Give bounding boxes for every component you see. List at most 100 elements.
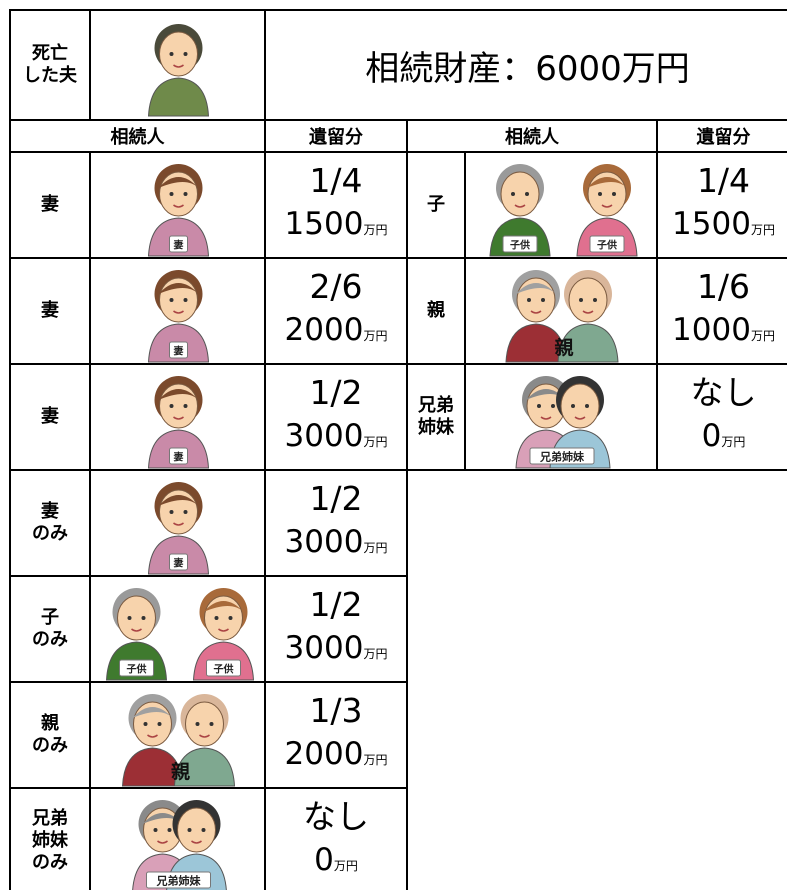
amount-line: 1500万円 xyxy=(285,203,388,251)
share-cell: なし 0万円 xyxy=(656,363,787,471)
bangs xyxy=(587,177,627,188)
share-fraction: 1/4 xyxy=(696,161,751,200)
name-tag-label: 子供 xyxy=(127,663,147,676)
mouth xyxy=(173,416,184,420)
name-tag xyxy=(589,235,625,253)
heir-label: 親 のみ xyxy=(32,713,68,756)
heir-cell: 兄弟 姉妹 xyxy=(406,363,466,471)
face xyxy=(117,595,156,641)
amount: 1500 xyxy=(284,206,364,242)
image-cell: 兄弟姉妹 xyxy=(464,363,658,471)
share-cell: 1/4 1500万円 xyxy=(656,151,787,259)
amount: 2000 xyxy=(284,736,364,772)
name-tag-label: 子供 xyxy=(510,239,530,252)
eye xyxy=(169,510,174,514)
image-cell: 妻 xyxy=(89,363,266,471)
image-cell: 妻 xyxy=(89,469,266,577)
amount-line: 2000万円 xyxy=(285,309,388,357)
eye xyxy=(183,510,188,514)
heir-cell: 親 xyxy=(406,257,466,365)
name-tag-label: 妻 xyxy=(174,239,184,252)
bangs xyxy=(516,283,556,294)
share-fraction: 2/6 xyxy=(309,267,363,306)
illustration: 子供 子供 xyxy=(105,588,255,681)
eye xyxy=(187,828,192,832)
eye xyxy=(183,298,188,302)
column-header-label: 相続人 xyxy=(110,127,165,148)
illustration: 親 xyxy=(121,694,236,787)
unit: 万円 xyxy=(363,753,388,767)
bangs xyxy=(158,283,199,294)
illustration xyxy=(147,24,210,117)
mouth xyxy=(540,416,552,420)
mouth xyxy=(173,522,184,526)
name-tag-label: 兄弟姉妹 xyxy=(156,874,202,888)
face xyxy=(500,171,540,217)
image-cell: 親 xyxy=(464,257,658,365)
name-tag-label: 妻 xyxy=(174,557,184,570)
eye xyxy=(579,298,583,302)
share-cell: 1/4 1500万円 xyxy=(264,151,408,259)
bangs xyxy=(526,389,566,400)
estate-cell: 相続財産：6000万円 xyxy=(264,9,787,121)
mouth xyxy=(173,204,184,208)
name-tag-label: 妻 xyxy=(174,451,184,464)
column-header: 相続人 xyxy=(406,119,658,153)
amount-line: 3000万円 xyxy=(285,415,388,463)
illustration: 妻 xyxy=(147,482,210,575)
amount: 1500 xyxy=(672,206,751,242)
illustration: 兄弟姉妹 xyxy=(515,376,611,469)
eye xyxy=(169,298,174,302)
mouth xyxy=(601,204,613,208)
share-cell: 1/2 3000万円 xyxy=(264,363,408,471)
amount-line: 3000万円 xyxy=(285,627,388,675)
mouth xyxy=(173,310,184,314)
eye xyxy=(537,404,541,408)
illustration: 妻 xyxy=(147,164,210,257)
eye xyxy=(571,404,575,408)
mouth xyxy=(530,310,542,314)
mouth xyxy=(582,310,594,314)
heir-label: 子 xyxy=(427,194,445,215)
amount-line: 1500万円 xyxy=(672,203,775,251)
amount: 3000 xyxy=(284,630,364,666)
share-fraction: 1/2 xyxy=(309,373,363,412)
share-cell: なし 0万円 xyxy=(264,787,408,890)
eye xyxy=(201,828,206,832)
illustration: 妻 xyxy=(147,270,210,363)
unit: 万円 xyxy=(363,647,388,661)
eye xyxy=(228,616,233,620)
bangs xyxy=(158,389,199,400)
share-fraction: 1/6 xyxy=(696,267,751,306)
face xyxy=(568,277,608,323)
amount: 3000 xyxy=(284,524,364,560)
amount-line: 1000万円 xyxy=(672,309,775,357)
bangs xyxy=(203,601,244,612)
name-tag-label: 兄弟姉妹 xyxy=(539,450,585,464)
eye xyxy=(183,404,188,408)
unit: 万円 xyxy=(363,541,388,555)
column-header-label: 相続人 xyxy=(505,127,559,148)
eye xyxy=(167,828,172,832)
name-tag xyxy=(169,235,188,253)
eye xyxy=(527,298,531,302)
mouth xyxy=(173,64,184,68)
heir-cell: 妻 xyxy=(9,257,91,365)
image-cell: 子供 子供 xyxy=(464,151,658,259)
mouth xyxy=(218,628,229,632)
illustration: 親 xyxy=(505,270,619,363)
heir-label: 兄弟 姉妹 xyxy=(418,395,454,438)
eye xyxy=(612,192,616,196)
share-fraction: 1/2 xyxy=(309,585,363,624)
face xyxy=(159,31,198,77)
unit: 万円 xyxy=(721,435,746,449)
amount-line: 0万円 xyxy=(702,415,746,463)
eye xyxy=(169,52,174,56)
bangs xyxy=(132,707,173,718)
eye xyxy=(511,192,515,196)
name-tag xyxy=(206,659,241,677)
eye xyxy=(598,192,602,196)
name-tag xyxy=(529,447,595,465)
mouth xyxy=(131,628,142,632)
name-tag xyxy=(502,235,538,253)
